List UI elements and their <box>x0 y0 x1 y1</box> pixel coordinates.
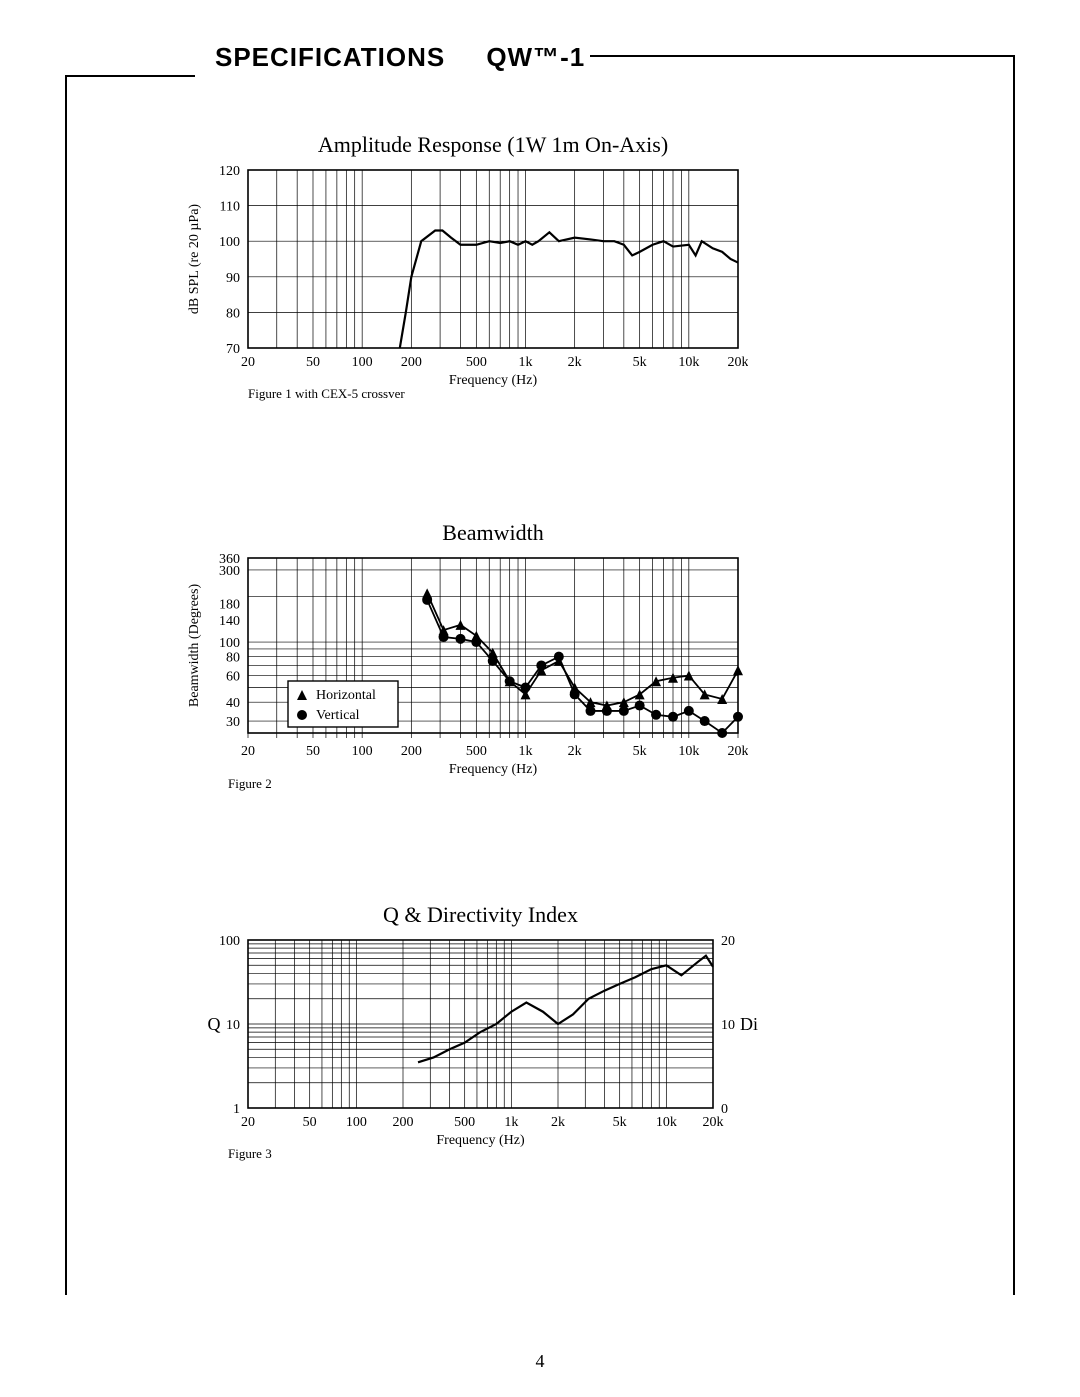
svg-text:110: 110 <box>220 200 240 215</box>
page-number: 4 <box>0 1351 1080 1372</box>
svg-text:90: 90 <box>226 271 240 286</box>
svg-text:Horizontal: Horizontal <box>316 688 376 703</box>
svg-text:200: 200 <box>393 1115 414 1130</box>
svg-text:500: 500 <box>466 744 487 759</box>
svg-text:500: 500 <box>454 1115 475 1130</box>
svg-text:5k: 5k <box>633 355 647 370</box>
svg-text:100: 100 <box>352 355 373 370</box>
svg-text:40: 40 <box>226 696 240 711</box>
svg-text:2k: 2k <box>568 355 582 370</box>
svg-text:10: 10 <box>721 1018 735 1033</box>
svg-text:1k: 1k <box>518 355 532 370</box>
svg-text:500: 500 <box>466 355 487 370</box>
side-right <box>1013 55 1015 1295</box>
svg-text:Figure 2: Figure 2 <box>228 776 272 791</box>
header-title: SPECIFICATIONS QW™-1 <box>215 42 585 73</box>
svg-text:50: 50 <box>306 744 320 759</box>
header-main: SPECIFICATIONS <box>215 42 445 72</box>
svg-text:100: 100 <box>352 744 373 759</box>
svg-text:Q & Directivity Index: Q & Directivity Index <box>383 902 578 927</box>
svg-text:10k: 10k <box>678 744 699 759</box>
svg-text:20k: 20k <box>728 355 749 370</box>
rule-left <box>65 75 195 77</box>
svg-text:100: 100 <box>219 636 240 651</box>
svg-text:20k: 20k <box>703 1115 724 1130</box>
svg-text:dB SPL (re 20 µPa): dB SPL (re 20 µPa) <box>187 204 202 315</box>
svg-text:360: 360 <box>219 552 240 567</box>
beamwidth-chart: Beamwidth 20 50 100 200 500 1k 2k 5k 10k 20k 30 40 60… <box>170 518 748 793</box>
svg-text:2k: 2k <box>551 1115 565 1130</box>
svg-text:10: 10 <box>226 1018 240 1033</box>
svg-text:1k: 1k <box>504 1115 518 1130</box>
svg-text:Amplitude Response (1W 1m O: Amplitude Response (1W 1m On-Axis) <box>318 132 668 157</box>
directivity-chart: Q & Directivity Index20501002005001k2k5k… <box>170 900 763 1168</box>
svg-text:10k: 10k <box>656 1115 677 1130</box>
svg-text:180: 180 <box>219 597 240 612</box>
svg-text:Di: Di <box>740 1014 758 1034</box>
svg-text:1k: 1k <box>518 744 532 759</box>
svg-text:Vertical: Vertical <box>316 708 360 723</box>
svg-text:Q: Q <box>208 1014 221 1034</box>
svg-text:20: 20 <box>241 1115 255 1130</box>
svg-text:Frequency (Hz): Frequency (Hz) <box>449 373 538 388</box>
svg-text:0: 0 <box>721 1102 728 1117</box>
svg-text:20: 20 <box>241 744 255 759</box>
svg-text:Frequency (Hz): Frequency (Hz) <box>436 1133 525 1148</box>
side-left <box>65 75 67 1295</box>
svg-text:20: 20 <box>721 934 735 949</box>
svg-text:2k: 2k <box>568 744 582 759</box>
svg-text:100: 100 <box>219 235 240 250</box>
svg-text:Beamwidth (Degrees): Beamwidth (Degrees) <box>187 584 202 708</box>
svg-text:70: 70 <box>226 342 240 357</box>
svg-text:Beamwidth: Beamwidth <box>442 520 543 545</box>
svg-text:80: 80 <box>226 651 240 666</box>
svg-text:1: 1 <box>233 1102 240 1117</box>
svg-text:100: 100 <box>346 1115 367 1130</box>
svg-text:30: 30 <box>226 715 240 730</box>
svg-text:80: 80 <box>226 306 240 321</box>
rule-right <box>590 55 1015 57</box>
svg-text:5k: 5k <box>613 1115 627 1130</box>
header-model: QW™-1 <box>486 42 585 72</box>
svg-text:Frequency (Hz): Frequency (Hz) <box>449 762 538 777</box>
svg-text:20k: 20k <box>728 744 749 759</box>
svg-text:140: 140 <box>219 614 240 629</box>
svg-text:120: 120 <box>219 164 240 179</box>
svg-text:100: 100 <box>219 934 240 949</box>
svg-text:50: 50 <box>306 355 320 370</box>
svg-text:10k: 10k <box>678 355 699 370</box>
svg-text:200: 200 <box>401 355 422 370</box>
svg-text:Figure 3: Figure 3 <box>228 1146 272 1161</box>
svg-text:5k: 5k <box>633 744 647 759</box>
amplitude-chart: Amplitude Response (1W 1m On-Axis) 20 50 10… <box>170 130 748 408</box>
svg-text:200: 200 <box>401 744 422 759</box>
svg-text:Figure 1 with CEX-5 crossver: Figure 1 with CEX-5 crossver <box>248 386 405 401</box>
svg-text:60: 60 <box>226 670 240 685</box>
svg-text:20: 20 <box>241 355 255 370</box>
svg-text:50: 50 <box>303 1115 317 1130</box>
